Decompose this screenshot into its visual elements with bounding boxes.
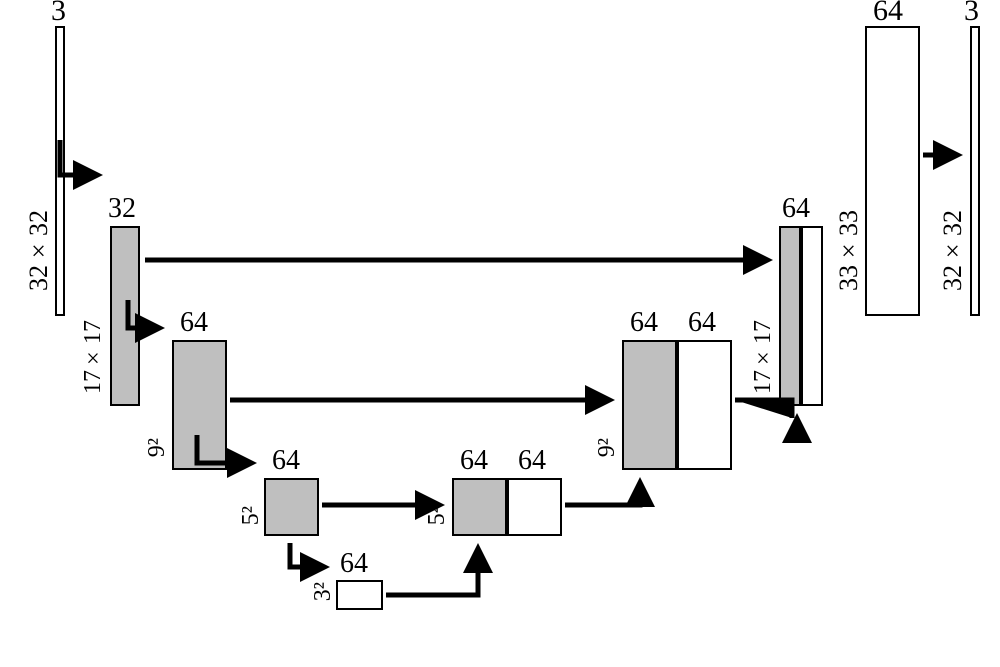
encoder-block-3 xyxy=(264,478,319,536)
arrow-d2-d1-head xyxy=(735,400,792,440)
arrow-in-e1 xyxy=(60,140,98,175)
decoder-block-2-gray xyxy=(622,340,677,470)
output-block-3 xyxy=(970,26,980,316)
label-d3g-top: 64 xyxy=(460,445,488,477)
label-e4-side: 3² xyxy=(310,582,337,601)
arrow-e4-d3 xyxy=(386,548,478,595)
label-e3-side: 5² xyxy=(238,506,265,525)
encoder-block-2 xyxy=(172,340,227,470)
decoder-block-1-white xyxy=(801,226,823,406)
label-e4-top: 64 xyxy=(340,548,368,580)
label-d1-side: 17×17 xyxy=(750,320,777,394)
label-e1-top: 32 xyxy=(108,193,136,225)
input-block xyxy=(55,26,65,316)
label-e2-side: 9² xyxy=(144,438,171,457)
arrow-d3-d2 xyxy=(565,482,640,505)
label-out-top: 3 xyxy=(964,0,979,28)
label-e1-side: 17×17 xyxy=(80,320,107,394)
label-d1-top: 64 xyxy=(782,193,810,225)
encoder-block-4 xyxy=(336,580,383,610)
arrow-layer xyxy=(0,0,1000,667)
arrow-layer-2 xyxy=(0,0,1000,667)
decoder-block-3-white xyxy=(507,478,562,536)
output-block-64 xyxy=(865,26,920,316)
label-d3-side: 5² xyxy=(424,506,451,525)
label-d3w-top: 64 xyxy=(518,445,546,477)
label-out1-top: 64 xyxy=(873,0,903,28)
label-e3-top: 64 xyxy=(272,445,300,477)
label-in-top: 3 xyxy=(51,0,66,28)
label-d2g-top: 64 xyxy=(630,307,658,339)
encoder-block-1 xyxy=(110,226,140,406)
label-out1-side: 33×33 xyxy=(834,210,864,291)
decoder-block-1-gray xyxy=(779,226,801,406)
label-out-side: 32×32 xyxy=(938,210,968,291)
arrow-e3-e4 xyxy=(290,543,325,567)
label-in-side: 32×32 xyxy=(24,210,54,291)
label-d2w-top: 64 xyxy=(688,307,716,339)
label-e2-top: 64 xyxy=(180,307,208,339)
decoder-block-3-gray xyxy=(452,478,507,536)
label-d2-side: 9² xyxy=(594,438,621,457)
decoder-block-2-white xyxy=(677,340,732,470)
